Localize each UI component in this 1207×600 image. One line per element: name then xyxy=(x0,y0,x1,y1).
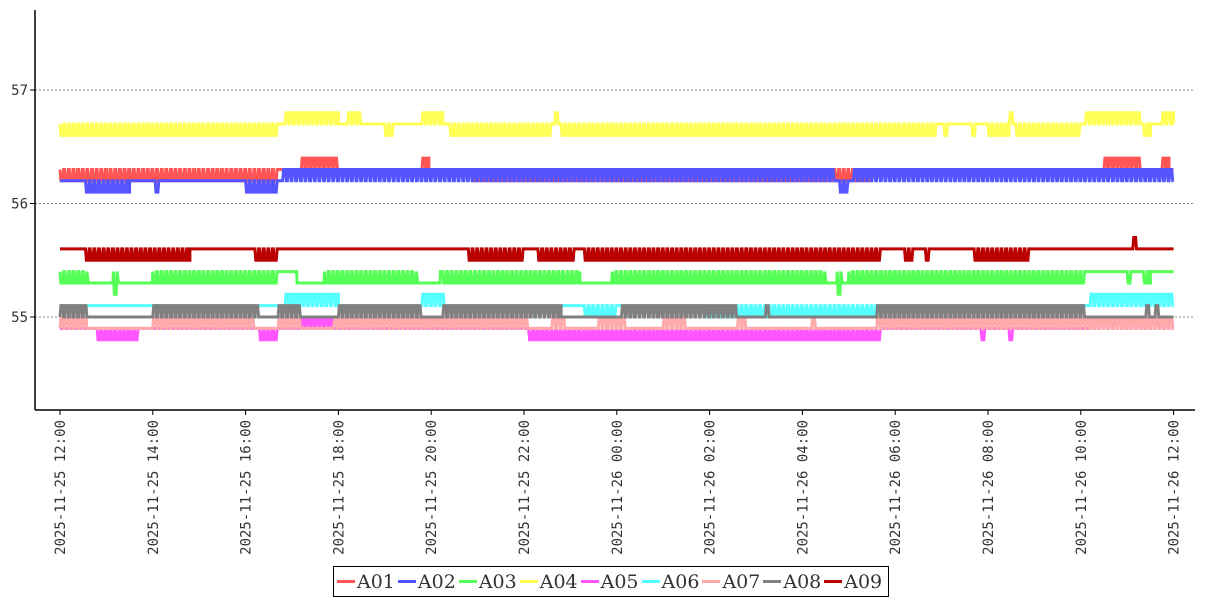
x-tick-label: 2025-11-26 04:00 xyxy=(795,420,811,555)
x-tick-label: 2025-11-25 20:00 xyxy=(424,420,440,555)
legend-swatch xyxy=(641,580,660,583)
legend-swatch xyxy=(763,580,782,583)
legend-label: A08 xyxy=(783,570,822,593)
x-tick-label: 2025-11-25 14:00 xyxy=(146,420,162,555)
legend-label: A07 xyxy=(722,570,761,593)
legend-label: A01 xyxy=(357,570,395,593)
y-tick-label: 57 xyxy=(11,83,28,99)
legend-swatch xyxy=(580,580,599,583)
legend-label: A05 xyxy=(600,570,639,593)
series-line-a08 xyxy=(58,304,1174,319)
legend-swatch xyxy=(824,580,843,583)
x-tick-label: 2025-11-26 06:00 xyxy=(888,420,904,555)
legend-item-a01: A01 xyxy=(337,571,395,593)
legend-swatch xyxy=(519,580,538,583)
legend-item-a02: A02 xyxy=(397,570,456,593)
y-tick-label: 56 xyxy=(11,197,28,213)
legend-swatch xyxy=(458,580,477,583)
legend-item-a06: A06 xyxy=(641,570,700,593)
legend-item-a07: A07 xyxy=(702,571,760,593)
legend: A01 A02 A03 A04 A05 A06 A07 A08 A09 xyxy=(333,566,890,597)
legend-swatch xyxy=(702,580,721,583)
x-tick-label: 2025-11-25 22:00 xyxy=(517,420,533,555)
series-line-a04 xyxy=(58,111,1176,137)
series-line-a03 xyxy=(58,270,1174,296)
x-tick-label: 2025-11-26 02:00 xyxy=(703,420,719,555)
x-tick-label: 2025-11-25 12:00 xyxy=(53,420,69,555)
x-tick-label: 2025-11-26 08:00 xyxy=(981,420,997,555)
y-tick-label: 55 xyxy=(11,310,28,326)
x-tick-label: 2025-11-25 18:00 xyxy=(331,420,347,555)
legend-label: A04 xyxy=(539,570,578,593)
x-tick-labels: 2025-11-25 12:00 2025-11-25 14:00 2025-11-… xyxy=(53,410,1183,555)
legend-item-a05: A05 xyxy=(580,570,639,593)
legend-swatch xyxy=(337,580,355,583)
legend-item-a09: A09 xyxy=(824,571,882,593)
x-tick-label: 2025-11-25 16:00 xyxy=(239,420,255,555)
legend-label: A09 xyxy=(844,570,883,593)
y-tick-labels: 55 56 57 xyxy=(11,83,35,326)
legend-swatch xyxy=(397,580,416,583)
legend-label: A03 xyxy=(478,570,517,593)
legend-item-a04: A04 xyxy=(519,570,578,593)
x-tick-label: 2025-11-26 10:00 xyxy=(1074,420,1090,555)
legend-item-a03: A03 xyxy=(458,570,517,593)
legend-label: A06 xyxy=(661,570,700,593)
series-lines xyxy=(58,111,1176,342)
series-line-a02 xyxy=(60,168,1175,194)
legend-item-a08: A08 xyxy=(763,571,821,593)
x-tick-label: 2025-11-26 12:00 xyxy=(1167,420,1183,555)
series-line-a09 xyxy=(60,236,1174,262)
x-tick-label: 2025-11-26 00:00 xyxy=(610,420,626,555)
legend-label: A02 xyxy=(417,570,456,593)
series-line-a07 xyxy=(58,315,1175,330)
